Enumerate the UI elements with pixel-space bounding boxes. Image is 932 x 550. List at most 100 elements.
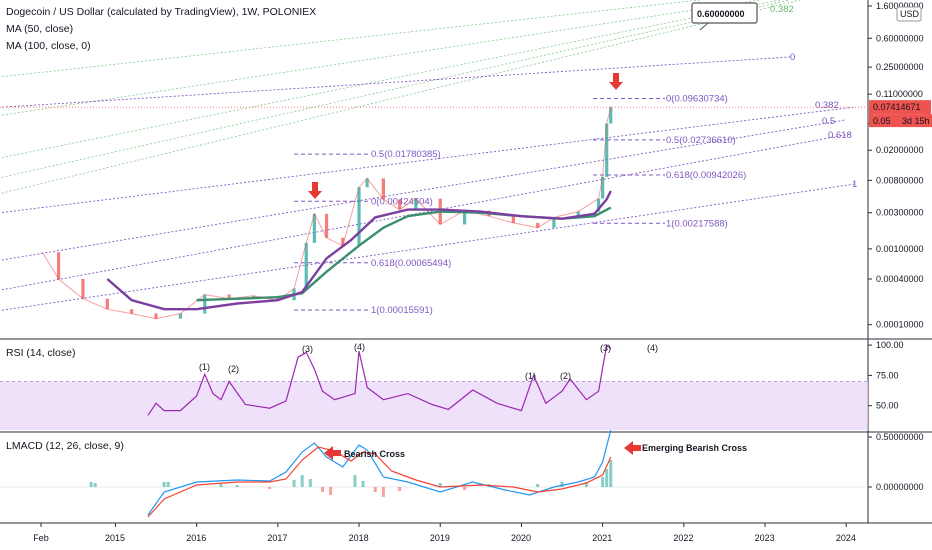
bearish-cross-label: Bearish Cross <box>344 449 405 459</box>
price-candle <box>601 176 605 199</box>
macd-histogram-bar <box>320 487 324 492</box>
channel-line-purple <box>0 56 791 108</box>
macd-histogram-bar <box>89 482 93 487</box>
price-axis-label: 0.02000000 <box>876 145 924 155</box>
rsi-wave-annotation: (4) <box>647 343 658 353</box>
macd-histogram-bar <box>536 484 540 487</box>
arrow-left-icon <box>624 441 641 455</box>
macd-histogram-bar <box>601 477 605 487</box>
target-callout-box <box>691 2 758 24</box>
price-candle <box>552 217 556 228</box>
ma100-label[interactable]: MA (100, close, 0) <box>6 40 91 52</box>
macd-axis-label: 0.00000000 <box>876 482 924 492</box>
price-candle <box>203 294 207 314</box>
price-candle <box>511 216 515 223</box>
last-price-label: 0.07414671 <box>873 102 921 112</box>
ma50-line <box>106 190 612 311</box>
macd-histogram-bar <box>381 487 385 497</box>
price-candle <box>130 309 134 314</box>
price-candle <box>609 107 613 124</box>
countdown-tag <box>899 114 932 128</box>
fib-level-label: 1(0.00217588) <box>666 218 728 229</box>
price-candle <box>576 211 580 218</box>
price-candle <box>596 198 601 212</box>
price-candle <box>462 210 467 225</box>
macd-histogram-bar <box>329 487 333 495</box>
rsi-line <box>147 343 612 416</box>
rsi-wave-annotation: (2) <box>560 371 571 381</box>
signal-line <box>147 446 612 518</box>
channel-line-purple <box>0 183 856 311</box>
price-candle <box>312 213 316 243</box>
macd-histogram-bar <box>166 482 170 487</box>
rsi-wave-annotation: (4) <box>354 342 365 352</box>
time-axis-label: 2017 <box>267 533 287 543</box>
fib-level-label: 0(0.09630734) <box>666 94 728 105</box>
macd-histogram-bar <box>605 469 609 487</box>
rsi-wave-annotation: (3) <box>302 344 313 354</box>
time-axis-label: 2024 <box>836 533 856 543</box>
channel-label: 0 <box>790 52 795 63</box>
rsi-wave-annotation: (1) <box>525 371 536 381</box>
rsi-wave-annotation: (3) <box>600 343 611 353</box>
lmacd-label[interactable]: LMACD (12, 26, close, 9) <box>6 440 124 452</box>
macd-histogram-bar <box>584 482 588 487</box>
macd-histogram-bar <box>219 484 223 487</box>
target-callout-label: 0.60000000 <box>697 9 745 19</box>
fib-level-label: 1(0.00015591) <box>371 305 433 316</box>
price-axis-label: 0.25000000 <box>876 62 924 72</box>
macd-histogram-bar <box>560 482 564 487</box>
price-candle <box>227 294 231 299</box>
channel-line-purple <box>0 106 856 214</box>
channel-line-purple <box>0 119 846 261</box>
time-axis-label: 2016 <box>186 533 206 543</box>
ma50-label[interactable]: MA (50, close) <box>6 23 74 35</box>
currency-label: USD <box>900 9 920 19</box>
rsi-label[interactable]: RSI (14, close) <box>6 347 76 359</box>
rsi-wave-annotation: (1) <box>199 362 210 372</box>
macd-histogram-bar <box>308 479 312 487</box>
price-candle <box>381 178 385 200</box>
macd-histogram-bar <box>300 475 304 487</box>
time-axis-label: 2023 <box>755 533 775 543</box>
price-axis-label: 0.11000000 <box>876 89 923 99</box>
next-price-tag <box>869 114 901 128</box>
rsi-axis-label: 50.00 <box>876 401 899 411</box>
countdown-label: 3d 15h <box>902 116 930 126</box>
price-candle <box>536 222 540 228</box>
price-candle <box>154 313 158 319</box>
fib-level-label: 0.618(0.00065494) <box>371 258 451 269</box>
price-axis-label: 0.00100000 <box>876 244 924 254</box>
price-candle <box>81 279 85 299</box>
fib-level-label: 0.618(0.00942026) <box>666 170 746 181</box>
macd-histogram-bar <box>353 475 357 487</box>
macd-histogram-bar <box>463 487 467 490</box>
rsi-axis-label: 100.00 <box>876 340 904 350</box>
fib-level-label: 0.5(0.01780385) <box>371 149 441 160</box>
channel-label: 0.382 <box>815 100 839 111</box>
channel-label: 0.382 <box>770 4 794 15</box>
time-axis-label: 2022 <box>673 533 693 543</box>
time-axis-label: 2018 <box>349 533 369 543</box>
macd-histogram-bar <box>292 480 296 487</box>
time-axis-label: Feb <box>33 533 49 543</box>
macd-histogram-bar <box>93 483 97 487</box>
price-candle <box>357 187 361 246</box>
price-candle <box>56 252 61 280</box>
rsi-band <box>0 381 868 430</box>
arrow-down-icon <box>308 182 322 199</box>
time-axis-label: 2021 <box>592 533 612 543</box>
price-candle <box>414 198 418 210</box>
next-price-label: 0.05 <box>873 116 891 126</box>
channel-label: 1 <box>852 179 857 190</box>
channel-line-green <box>0 0 761 116</box>
macd-histogram-bar <box>609 460 613 487</box>
channel-line-green <box>0 0 801 194</box>
price-axis-label: 0.00040000 <box>876 274 924 284</box>
price-candle <box>365 178 369 188</box>
price-axis-label: 0.00010000 <box>876 320 924 330</box>
target-callout-pointer <box>699 22 709 31</box>
price-axis-label: 0.60000000 <box>876 33 924 43</box>
